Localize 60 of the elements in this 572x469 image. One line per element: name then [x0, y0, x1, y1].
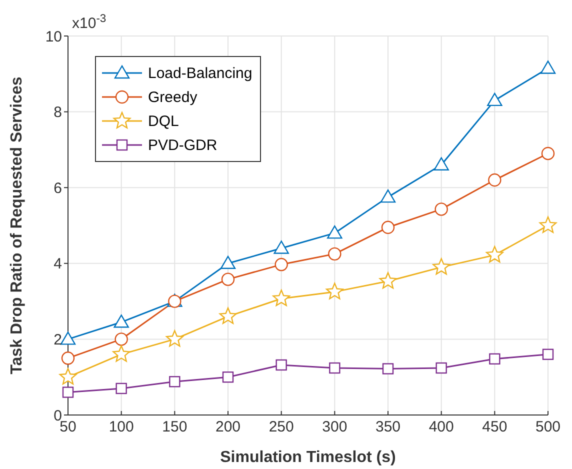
point: [488, 173, 502, 187]
x-tick-label: 250: [268, 418, 294, 436]
point: [541, 146, 555, 160]
legend-label: PVD-GDR: [148, 136, 218, 154]
point: [328, 247, 342, 261]
point: [116, 382, 127, 394]
point: [219, 307, 237, 324]
point: [220, 256, 236, 269]
point: [436, 362, 447, 374]
legend-label: DQL: [148, 112, 179, 130]
y-tick-label: 8: [54, 104, 62, 122]
y-tick-label: 0: [54, 407, 62, 424]
point: [222, 372, 234, 383]
x-tick-label: 200: [215, 418, 241, 436]
point: [329, 362, 340, 374]
point: [274, 258, 288, 272]
y-tick-label: 6: [54, 180, 62, 197]
point: [379, 272, 397, 289]
point: [489, 353, 500, 365]
point: [381, 220, 395, 234]
x-tick-label: 350: [375, 418, 401, 436]
point: [434, 157, 449, 170]
y-axis-title: Task Drop Ratio of Requested Services: [8, 76, 26, 374]
legend-label: Load-Balancing: [148, 64, 252, 82]
x-tick-label: 150: [162, 418, 188, 436]
y-tick-label: 4: [54, 256, 62, 273]
y-tick-label: 2: [54, 332, 62, 349]
x-tick-label: 400: [428, 418, 454, 436]
point: [327, 225, 342, 239]
x-axis-title: Simulation Timeslot (s): [220, 449, 396, 466]
point: [486, 246, 504, 263]
point: [540, 60, 556, 74]
point: [382, 363, 394, 374]
point: [542, 348, 554, 360]
text: x10$^{-3}$: [72, 13, 106, 32]
x-tick-label: 100: [108, 418, 134, 436]
point: [274, 240, 289, 254]
x-tick-label: 300: [322, 418, 348, 436]
point: [62, 386, 74, 398]
point: [434, 202, 448, 216]
point: [114, 332, 128, 346]
point: [114, 314, 129, 328]
point: [380, 189, 396, 203]
legend-label: Greedy: [148, 88, 198, 106]
point: [166, 330, 184, 347]
y-tick-label: 10: [45, 28, 62, 46]
point: [539, 216, 557, 233]
point: [169, 376, 180, 388]
point: [276, 359, 287, 371]
point: [487, 92, 502, 106]
point: [61, 352, 75, 365]
point: [221, 272, 235, 286]
point: [272, 290, 290, 306]
point: [59, 368, 77, 385]
point: [112, 345, 130, 362]
point: [326, 282, 344, 300]
x-tick-label: 50: [60, 418, 76, 436]
point: [432, 258, 450, 275]
x-tick-label: 450: [482, 418, 508, 436]
x-tick-label: 500: [535, 418, 561, 436]
